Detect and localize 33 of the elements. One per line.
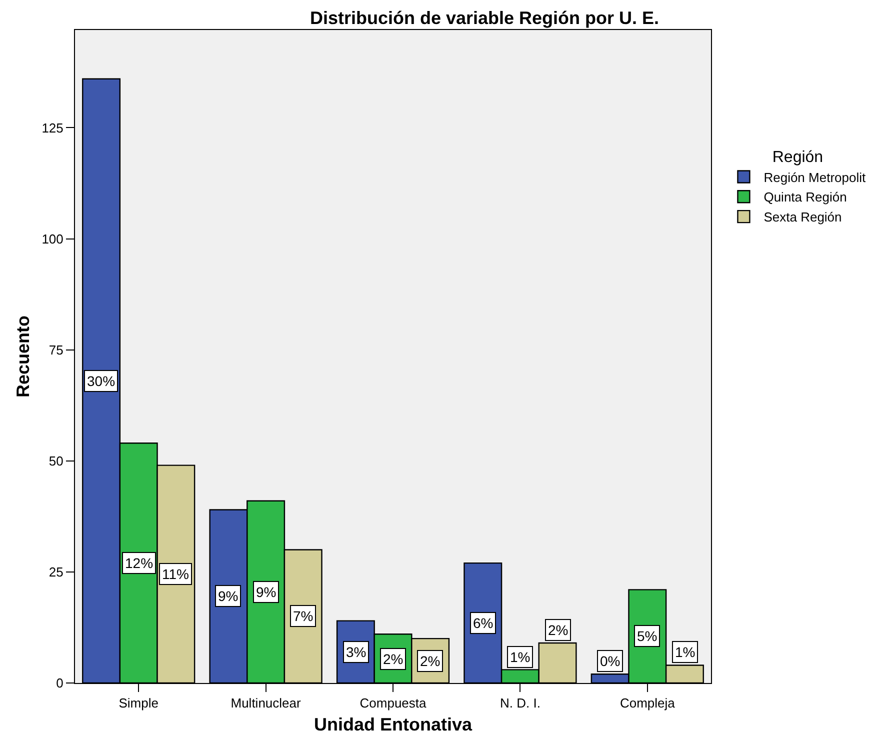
annotation: 5%: [637, 628, 658, 644]
annotation: 1%: [675, 644, 696, 660]
x-tick-label: Compuesta: [360, 696, 428, 711]
legend-label: Región Metropolit: [764, 170, 866, 185]
annotation: 30%: [87, 373, 116, 389]
annotation: 9%: [218, 588, 238, 604]
x-tick-label: Simple: [118, 696, 158, 711]
x-axis-title: Unidad Entonativa: [314, 714, 473, 735]
y-axis-title: Recuento: [13, 315, 33, 398]
legend-label: Sexta Región: [764, 210, 842, 225]
y-tick-label: 100: [42, 231, 64, 246]
chart-title: Distribución de variable Región por U. E.: [310, 8, 660, 28]
x-tick-label: N. D. I.: [500, 696, 540, 711]
annotation: 1%: [510, 649, 530, 665]
y-tick-label: 75: [48, 342, 64, 358]
annotation: 3%: [346, 644, 366, 660]
annotation: 2%: [383, 651, 404, 667]
x-tick-label: Multinuclear: [230, 696, 302, 711]
legend-label: Quinta Región: [764, 190, 847, 205]
annotation: 7%: [293, 608, 314, 624]
legend-title: Región: [772, 148, 824, 166]
y-tick-label: 125: [42, 120, 64, 136]
annotation: 2%: [548, 622, 568, 638]
annotation: 6%: [473, 615, 494, 631]
annotation: 11%: [162, 566, 189, 582]
annotation: 9%: [256, 584, 276, 600]
x-tick-label: Compleja: [620, 696, 676, 711]
annotation: 12%: [125, 555, 154, 571]
y-tick-label: 25: [48, 564, 64, 580]
annotation: 2%: [420, 653, 440, 669]
y-tick-label: 50: [48, 453, 64, 468]
y-tick-label: 0: [56, 676, 64, 691]
annotation: 0%: [600, 653, 620, 669]
